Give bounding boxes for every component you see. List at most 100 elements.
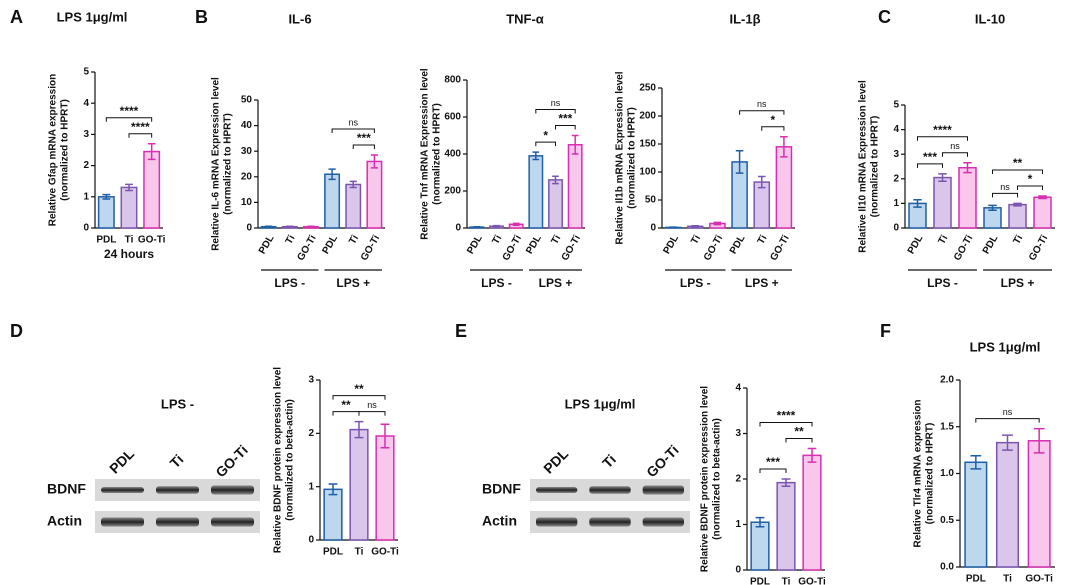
x-axis-label: 24 hours [104,247,154,261]
lane-label: Ti [167,451,187,471]
significance-bracket [128,133,153,138]
y-tick-label: 1.5 [940,421,954,432]
y-tick-label: 0 [650,223,656,234]
y-tick-label: 200 [639,111,656,122]
significance-bracket [917,163,943,168]
y-tick-label: 0 [308,535,314,546]
y-axis-label: Relative Gfap mRNA expression [48,74,59,226]
y-tick-label: 3 [893,149,899,160]
blot-title: LPS 1μg/ml [565,396,636,411]
error-bar [988,204,997,212]
error-bar [963,162,972,174]
y-tick-label: 100 [639,167,656,178]
significance-bracket [332,411,360,416]
error-bar [780,135,788,158]
panel-label: A [10,7,23,27]
significance-bracket [105,117,153,122]
significance-label: *** [558,112,572,126]
significance-bracket [785,438,813,443]
significance-label: ** [354,382,364,396]
y-axis-label: (normalized to HPRT) [627,107,638,209]
error-bar [125,183,133,192]
y-tick-label: 3 [308,375,314,386]
bar [345,183,362,229]
y-axis-label: (normalized to HPRT) [432,103,443,205]
significance-label: * [770,113,775,127]
error-bar [286,225,294,228]
x-tick-label: PDL [257,233,277,256]
x-tick-label: Ti [284,233,298,246]
significance-label: ** [341,398,351,412]
blot-row-label: Actin [482,513,517,529]
x-tick-label: GO-Ti [702,233,725,263]
bar [958,166,977,229]
y-tick-label: 0 [455,223,461,234]
x-tick-label: Ti [355,547,364,558]
significance-bracket [535,109,576,114]
y-tick-label: 0 [83,223,89,234]
significance-bracket [759,422,813,427]
significance-label: **** [131,120,150,134]
y-tick-label: 200 [444,186,461,197]
error-bar [913,198,922,208]
x-tick-label: GO-Ti [560,233,583,263]
bar [1027,440,1051,568]
significance-bracket [555,125,576,130]
chart-title: TNF-α [506,11,544,26]
x-tick-label: GO-Ti [138,235,166,246]
y-axis-label: (normalized to HPRT) [925,423,936,525]
x-tick-label: PDL [465,233,485,256]
blot-band [211,517,254,527]
panel-label: F [880,321,891,341]
group-label: LPS - [274,276,305,290]
error-bar [532,151,540,161]
significance-label: ns [348,117,358,127]
x-tick-label: GO-Ti [1027,233,1050,263]
error-bar [970,454,982,470]
error-bar [354,420,364,439]
y-axis-label: Relative Tnf mRNA Expression level [420,68,431,240]
significance-bracket [352,144,375,150]
blot-band [211,485,254,495]
x-tick-label: PDL [323,547,343,558]
y-axis-label: Relative BDNF protein expression level [700,386,711,572]
x-tick-label: Ti [490,233,504,246]
y-tick-label: 2.0 [940,375,954,386]
chart-title: LPS 1μg/ml [57,9,128,24]
error-bar [264,225,273,228]
bar [933,176,952,229]
error-bar [1038,195,1047,200]
x-tick-label: GO-Ti [768,233,791,263]
significance-bracket [759,468,787,473]
y-tick-label: 2 [308,428,314,439]
y-axis-label: Relative Il10 mRNA Expression level [858,80,869,253]
error-bar [552,175,559,185]
blot-row-label: BDNF [47,481,86,497]
bar [995,441,1020,568]
blot-band [642,517,684,527]
x-tick-label: PDL [96,235,116,246]
significance-label: ns [757,99,767,109]
x-tick-label: GO-Ti [371,547,399,558]
y-axis-label: Relative BDNF protein expression level [273,367,284,553]
y-axis-label: (normalized to HPRT) [223,113,234,215]
error-bar [349,180,357,189]
y-tick-label: 5 [893,100,899,111]
bar [548,179,563,229]
significance-bracket [535,141,556,147]
lane-label: PDL [540,445,571,476]
blot-title: LPS - [161,396,194,411]
x-tick-label: PDL [750,577,770,585]
error-bar [307,225,315,228]
chart-title: IL-1β [729,11,760,26]
error-bar [669,226,677,229]
significance-bracket [332,395,386,400]
bar [964,461,988,568]
error-bar [571,134,579,155]
x-tick-label: Ti [1011,233,1025,246]
significance-label: *** [357,131,371,145]
significance-bracket [1017,185,1043,191]
bar [753,181,771,229]
y-axis-label: Relative IL-6 mRNA Expression level [211,77,222,251]
blot-band [536,487,578,493]
